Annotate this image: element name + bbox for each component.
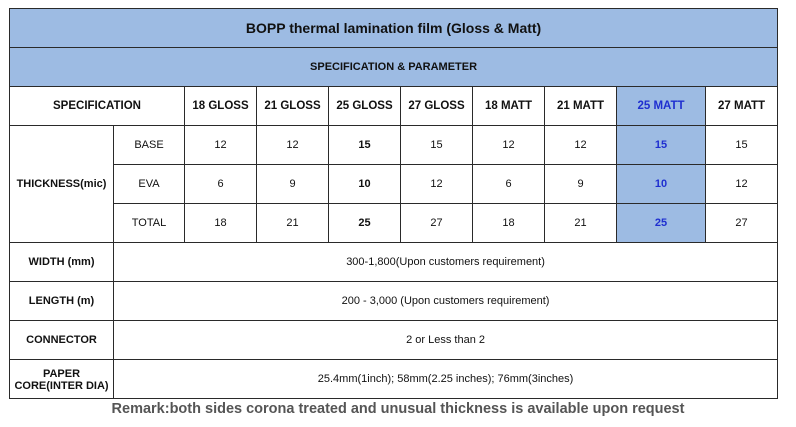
remark-text: Remark:both sides corona treated and unu… <box>111 401 685 417</box>
table-cell: 12 <box>400 164 473 204</box>
spec-header-label: SPECIFICATION <box>9 86 185 126</box>
table-cell: 6 <box>472 164 545 204</box>
table-cell: 12 <box>704 164 779 204</box>
table-row: WIDTH (mm) 300-1,800(Upon customers requ… <box>9 242 779 282</box>
paper-core-label-text: PAPER CORE(INTER DIA) <box>14 367 109 392</box>
spec-table: BOPP thermal lamination film (Gloss & Ma… <box>8 8 779 399</box>
table-cell: 9 <box>544 164 617 204</box>
table-cell: 12 <box>256 125 329 165</box>
table-cell: 15 <box>328 125 401 165</box>
row-name: BASE <box>113 125 185 165</box>
col-header: 27 GLOSS <box>400 86 473 126</box>
col-header: 18 MATT <box>472 86 545 126</box>
table-cell: 18 <box>472 203 545 243</box>
table-row: LENGTH (m) 200 - 3,000 (Upon customers r… <box>9 281 779 321</box>
table-cell: 18 <box>184 203 257 243</box>
table-cell: 27 <box>400 203 473 243</box>
table-cell: 21 <box>544 203 617 243</box>
col-header: 21 GLOSS <box>256 86 329 126</box>
paper-core-label: PAPER CORE(INTER DIA) <box>9 359 114 399</box>
table-cell: 9 <box>256 164 329 204</box>
table-cell-highlighted: 25 <box>616 203 706 243</box>
table-row: THICKNESS(mic) BASE 12 12 15 15 12 12 15… <box>9 125 779 243</box>
table-cell: 12 <box>544 125 617 165</box>
table-row: PAPER CORE(INTER DIA) 25.4mm(1inch); 58m… <box>9 359 779 399</box>
col-header: 25 GLOSS <box>328 86 401 126</box>
table-row: EVA 6 9 10 12 6 9 10 12 <box>10 164 779 204</box>
table-cell: 21 <box>256 203 329 243</box>
header-row: SPECIFICATION 18 GLOSS 21 GLOSS 25 GLOSS… <box>9 86 779 126</box>
connector-label: CONNECTOR <box>9 320 114 360</box>
col-header: 27 MATT <box>704 86 779 126</box>
table-cell: 27 <box>704 203 779 243</box>
length-label: LENGTH (m) <box>9 281 114 321</box>
table-subtitle: SPECIFICATION & PARAMETER <box>8 47 779 87</box>
table-cell-highlighted: 15 <box>616 125 706 165</box>
col-header: 18 GLOSS <box>184 86 257 126</box>
width-value: 300-1,800(Upon customers requirement) <box>112 242 779 282</box>
col-header-highlighted: 25 MATT <box>616 86 706 126</box>
connector-value: 2 or Less than 2 <box>112 320 779 360</box>
table-title: BOPP thermal lamination film (Gloss & Ma… <box>8 8 779 48</box>
table-cell-highlighted: 10 <box>616 164 706 204</box>
table-cell: 6 <box>184 164 257 204</box>
row-name: EVA <box>113 164 185 204</box>
table-row: TOTAL 18 21 25 27 18 21 25 27 <box>10 203 779 243</box>
table-cell: 10 <box>328 164 401 204</box>
width-label: WIDTH (mm) <box>9 242 114 282</box>
table-cell: 12 <box>184 125 257 165</box>
thickness-label: THICKNESS(mic) <box>9 125 114 243</box>
col-header: 21 MATT <box>544 86 617 126</box>
table-row: CONNECTOR 2 or Less than 2 <box>9 320 779 360</box>
table-cell: 25 <box>328 203 401 243</box>
paper-core-value: 25.4mm(1inch); 58mm(2.25 inches); 76mm(3… <box>112 359 779 399</box>
table-cell: 12 <box>472 125 545 165</box>
table-cell: 15 <box>704 125 779 165</box>
row-name: TOTAL <box>113 203 185 243</box>
length-value: 200 - 3,000 (Upon customers requirement) <box>112 281 779 321</box>
table-cell: 15 <box>400 125 473 165</box>
